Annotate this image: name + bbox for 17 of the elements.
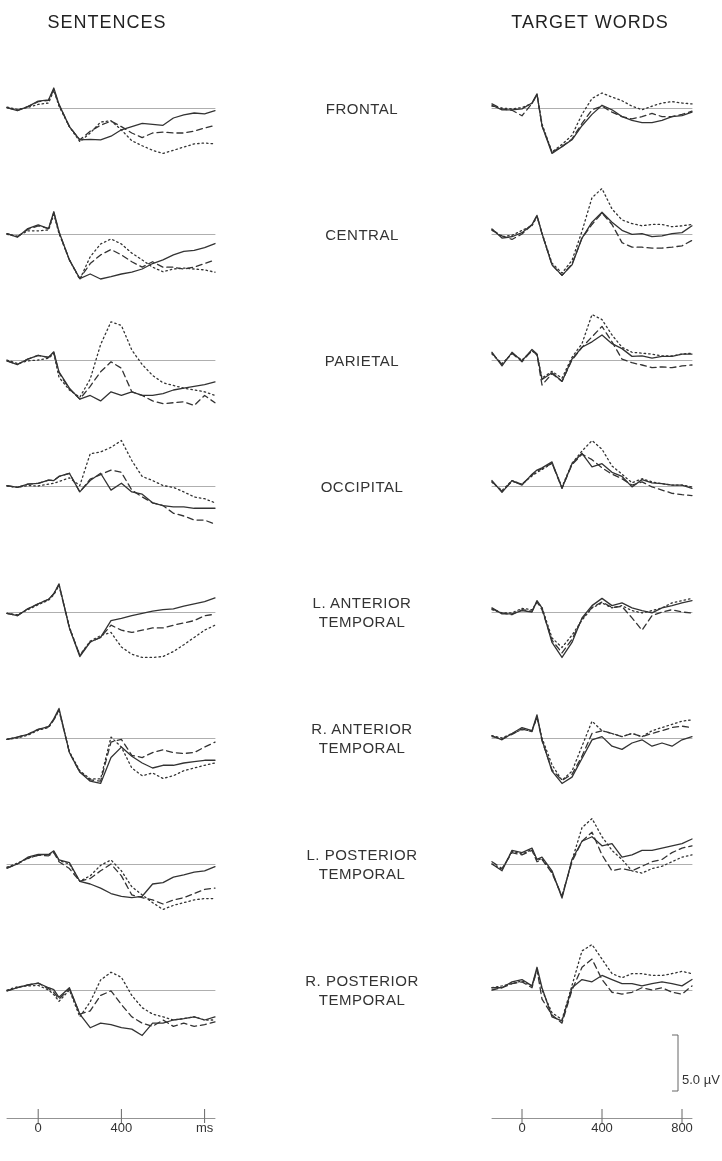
text: L. POSTERIOR TEMPORAL: [305, 845, 419, 883]
x-tick-label: ms: [195, 1120, 214, 1135]
text: R. POSTERIOR TEMPORAL: [304, 971, 420, 1009]
text: CENTRAL: [324, 224, 400, 244]
x-tick-label: 0: [518, 1120, 526, 1135]
text: OCCIPITAL: [319, 476, 405, 496]
text: L. ANTERIOR TEMPORAL: [311, 593, 413, 631]
text: SENTENCES: [46, 12, 168, 33]
x-tick-label: 0: [34, 1120, 42, 1135]
text: PARIETAL: [323, 350, 401, 370]
x-tick-label: 400: [591, 1120, 613, 1135]
x-tick-label: 400: [110, 1120, 133, 1135]
text: TARGET WORDS: [510, 12, 670, 33]
x-tick-label: 800: [671, 1120, 693, 1135]
text: 5.0 µV: [682, 1072, 720, 1087]
text: R. ANTERIOR TEMPORAL: [310, 719, 414, 757]
text: FRONTAL: [324, 98, 400, 118]
